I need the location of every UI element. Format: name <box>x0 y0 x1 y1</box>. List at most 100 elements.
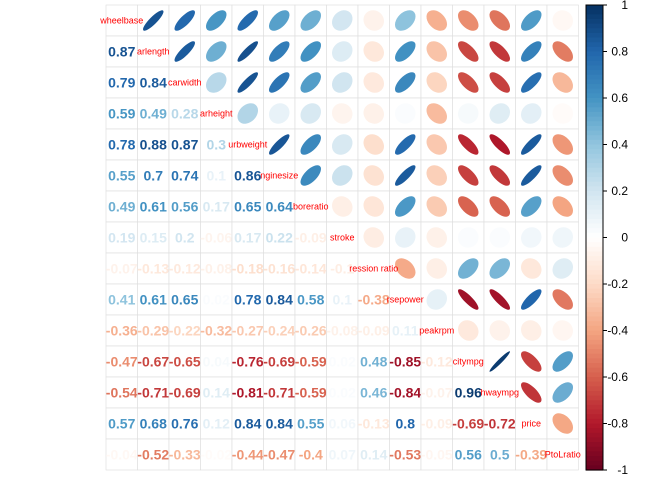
color-legend-segment <box>586 344 603 350</box>
color-legend-segment <box>586 460 603 466</box>
correlation-value: -0.67 <box>137 354 169 370</box>
correlation-value: -0.07 <box>106 261 138 277</box>
matrix-cell <box>263 252 296 285</box>
correlation-value: -0.36 <box>106 323 138 339</box>
correlation-ellipse <box>205 10 227 31</box>
correlation-ellipse <box>489 103 511 124</box>
correlation-ellipse <box>489 165 511 186</box>
correlation-ellipse <box>458 258 479 279</box>
matrix-cell <box>357 345 390 378</box>
color-legend-segment <box>586 98 603 104</box>
color-legend-segment <box>586 377 603 383</box>
correlation-ellipse <box>520 103 542 124</box>
matrix-cell <box>389 345 422 378</box>
color-legend-segment <box>586 181 603 187</box>
color-legend-segment <box>586 437 603 443</box>
correlation-ellipse <box>426 134 448 155</box>
correlation-value: 0.02 <box>329 385 356 401</box>
color-legend-segment <box>586 18 603 25</box>
matrix-cell <box>105 314 138 347</box>
color-legend-ticks: 1 0.8 0.6 0.4 0.2 0 -0.2 -0.4 -0.6 -0.8 -1 <box>603 0 628 477</box>
color-legend-segment <box>586 84 603 90</box>
color-legend-segment <box>586 293 603 299</box>
correlation-value: 0.02 <box>329 354 356 370</box>
matrix-cell <box>231 407 264 440</box>
matrix-cell <box>294 252 327 285</box>
matrix-cell <box>168 283 201 316</box>
correlation-value: -0.71 <box>263 385 295 401</box>
correlation-value: -0.33 <box>169 447 201 463</box>
correlation-ellipse <box>394 72 416 93</box>
correlation-ellipse <box>489 351 511 372</box>
color-legend-segment <box>586 442 603 448</box>
correlation-value: -0.72 <box>484 416 516 432</box>
color-legend-segment <box>586 256 603 262</box>
correlation-value: -0.71 <box>137 385 169 401</box>
correlation-ellipse <box>394 10 416 31</box>
matrix-cell <box>137 438 170 471</box>
correlation-ellipse <box>331 10 353 31</box>
color-legend-segment <box>586 111 603 118</box>
variable-label: price <box>521 419 541 429</box>
correlation-value: -0.09 <box>358 323 390 339</box>
correlation-value: 0.65 <box>234 199 261 215</box>
correlation-value: 0.02 <box>203 292 230 308</box>
correlation-value: 0.2 <box>175 230 195 246</box>
correlation-value: 0.7 <box>144 168 164 184</box>
correlation-ellipse <box>426 227 448 248</box>
correlation-value: 0.88 <box>140 137 167 153</box>
correlation-value: 0.15 <box>140 230 167 246</box>
matrix-cell <box>137 190 170 223</box>
correlation-ellipse <box>489 41 511 62</box>
correlation-ellipse <box>205 72 227 93</box>
color-legend-segment <box>586 242 603 248</box>
correlation-ellipse <box>300 41 322 62</box>
color-legend-segment <box>586 390 603 397</box>
matrix-cell <box>546 438 579 471</box>
color-legend-segment <box>586 451 603 457</box>
matrix-cell <box>137 128 170 161</box>
matrix-cell <box>263 438 296 471</box>
color-legend-segment <box>586 456 603 462</box>
color-legend-segment <box>586 74 603 80</box>
color-legend-segment <box>586 23 603 29</box>
color-legend-tick-label: 0.8 <box>611 45 628 59</box>
color-legend-segment <box>586 191 603 197</box>
correlation-value: -0.12 <box>169 261 201 277</box>
correlation-ellipse <box>552 289 574 310</box>
correlation-ellipse <box>426 41 448 62</box>
correlation-value: -0.02 <box>200 447 232 463</box>
color-legend-segment <box>586 167 603 173</box>
color-legend-tick-label: 0.2 <box>611 184 628 198</box>
color-legend-segment <box>586 135 603 141</box>
correlation-value: -0.18 <box>232 261 264 277</box>
color-legend-segment <box>586 349 603 355</box>
correlation-value: 0.55 <box>297 416 324 432</box>
correlation-value: 0.41 <box>108 292 135 308</box>
matrix-cell <box>168 252 201 285</box>
correlation-ellipse <box>331 103 353 124</box>
variable-label: hwaympg <box>480 388 519 398</box>
color-legend: 1 0.8 0.6 0.4 0.2 0 -0.2 -0.4 -0.6 -0.8 -1 <box>585 0 628 477</box>
correlation-value: 0.65 <box>171 292 198 308</box>
correlation-ellipse <box>237 10 259 31</box>
variable-label: nginesize <box>260 171 298 181</box>
correlation-value: -0.04 <box>106 447 138 463</box>
matrix-cell <box>200 345 233 378</box>
matrix-cell <box>137 252 170 285</box>
correlation-ellipse <box>489 134 511 155</box>
color-legend-segment <box>586 172 603 178</box>
variable-labels: wheelbase arlength carwidth arheight urbweig… <box>99 16 581 460</box>
color-legend-segment <box>586 65 603 71</box>
correlation-value: 0.1 <box>207 168 227 184</box>
matrix-cell <box>483 376 516 409</box>
matrix-cell <box>231 314 264 347</box>
correlation-value: 0.55 <box>108 168 135 184</box>
variable-label: citympg <box>453 357 484 367</box>
correlation-ellipse <box>552 351 574 372</box>
correlation-ellipse <box>300 10 322 31</box>
color-legend-segment <box>586 79 603 85</box>
correlation-value: 0.17 <box>203 199 230 215</box>
color-legend-segment <box>586 60 603 67</box>
